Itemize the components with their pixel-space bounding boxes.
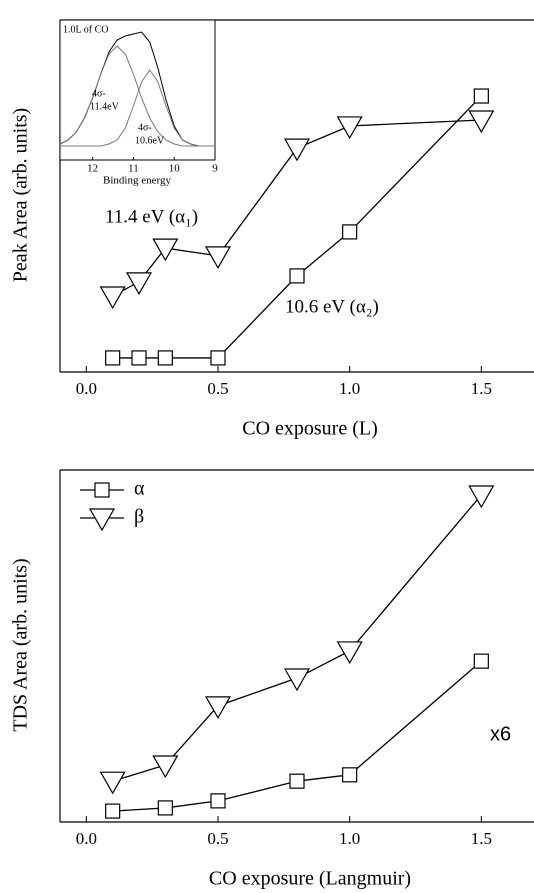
x-tick-label: 1.0 [339, 379, 360, 398]
marker [157, 800, 173, 816]
x-tick-label: 12 [87, 163, 98, 175]
marker [99, 286, 126, 310]
marker [152, 755, 179, 779]
annotation: 1.0L of CO [63, 24, 108, 35]
marker [283, 668, 311, 692]
marker [289, 268, 305, 284]
marker [105, 350, 121, 366]
chart: 0.0 0.5 1.0 1.5 CO exposure (L) Peak Area (ar… [10, 19, 534, 440]
marker [336, 641, 363, 665]
marker [473, 88, 489, 104]
series-line [112, 660, 482, 812]
marker [152, 238, 179, 262]
marker [468, 485, 495, 509]
marker [99, 771, 126, 795]
series-line [59, 45, 215, 147]
inset-chart: 12 11 10 9 Binding energy 1.0L of CO 4σ- 11.4eV… [59, 19, 218, 187]
marker [204, 246, 232, 270]
annotation: 11.4eV [90, 101, 120, 112]
marker [468, 110, 495, 134]
legend-marker [94, 482, 110, 498]
series-line [60, 69, 215, 147]
annotation: x6 [490, 723, 511, 745]
x-tick-label: 0.5 [207, 829, 228, 848]
marker [342, 224, 358, 240]
x-tick-label: 1.0 [339, 829, 360, 848]
x-tick-label: 1.5 [471, 829, 492, 848]
marker [289, 773, 305, 789]
y-axis-label: TDS Area (arb. units) [10, 558, 32, 731]
marker [210, 350, 226, 366]
x-tick-label: 0.0 [76, 379, 97, 398]
inset-background [59, 19, 216, 161]
legend-label: β [134, 506, 144, 528]
annotation: 4σ- [138, 122, 152, 133]
x-tick-label: 10 [169, 163, 181, 175]
x-tick-label: 9 [212, 163, 218, 175]
x-tick-label: 0.5 [207, 379, 228, 398]
marker [204, 696, 232, 720]
x-axis-label: CO exposure (L) [242, 418, 378, 440]
marker [157, 350, 173, 366]
marker [105, 803, 121, 819]
annotation: 11.4 eV (α₁) [105, 206, 198, 227]
marker [131, 350, 147, 366]
annotation: 10.6eV [135, 135, 165, 146]
marker [342, 767, 358, 783]
x-tick-label: 11 [128, 163, 139, 175]
marker [473, 653, 489, 669]
annotation: 4σ- [92, 88, 106, 99]
legend-marker [88, 508, 116, 532]
marker [125, 272, 153, 296]
x-axis-label: CO exposure (Langmuir) [209, 868, 411, 890]
marker [283, 138, 311, 162]
marker [210, 793, 226, 809]
chart: 0.0 0.5 1.0 1.5 CO exposure (Langmuir) TDS Ar… [10, 469, 534, 890]
legend-label: α [134, 478, 145, 500]
x-tick-label: 1.5 [471, 379, 492, 398]
marker [336, 116, 363, 140]
annotation: 10.6 eV (α₂) [285, 296, 379, 317]
x-tick-label: 0.0 [76, 829, 97, 848]
series-line [112, 494, 482, 782]
y-axis-label: Peak Area (arb. units) [10, 108, 32, 282]
x-axis-label: Binding energy [103, 175, 171, 187]
